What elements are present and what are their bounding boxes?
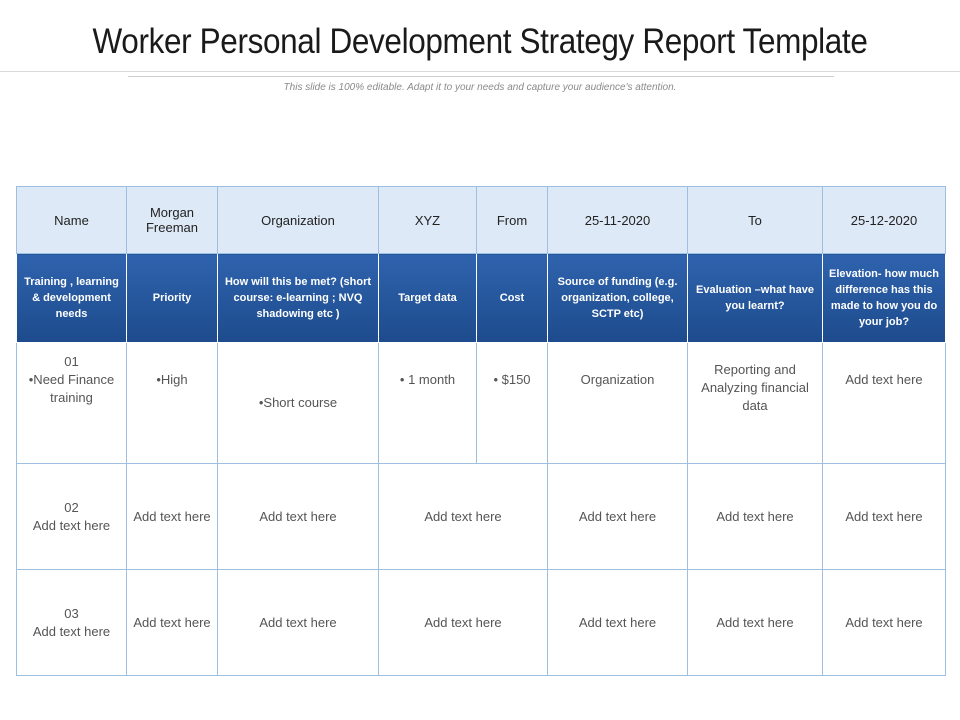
method-cell[interactable]: Add text here <box>217 463 379 570</box>
organization-label: Organization <box>217 186 379 254</box>
organization-value[interactable]: XYZ <box>378 186 477 254</box>
need-text: •Need Finance training <box>28 372 115 405</box>
name-value[interactable]: Morgan Freeman <box>126 186 218 254</box>
development-plan-table: Name Morgan Freeman Organization XYZ Fro… <box>16 186 946 676</box>
table-row: 01 •Need Finance training •High •Short c… <box>16 342 946 464</box>
table-row: 02 Add text here Add text here Add text … <box>16 463 946 570</box>
from-date-value[interactable]: 25-11-2020 <box>547 186 688 254</box>
column-header-cost: Cost <box>476 253 548 343</box>
row-number: 02 <box>64 499 79 515</box>
need-text: Add text here <box>32 623 111 639</box>
column-header-evaluation: Evaluation –what have you learnt? <box>687 253 823 343</box>
priority-cell[interactable]: Add text here <box>126 463 218 570</box>
name-label: Name <box>16 186 127 254</box>
info-row: Name Morgan Freeman Organization XYZ Fro… <box>16 186 946 254</box>
column-header-target: Target data <box>378 253 477 343</box>
column-header-method: How will this be met? (short course: e-l… <box>217 253 379 343</box>
elevation-cell[interactable]: Add text here <box>822 569 946 676</box>
from-label: From <box>476 186 548 254</box>
column-header-row: Training , learning & development needs … <box>16 253 946 343</box>
need-text: Add text here <box>32 517 111 533</box>
cost-cell[interactable]: • $150 <box>476 342 548 464</box>
funding-cell[interactable]: Organization <box>547 342 688 464</box>
table-row: 03 Add text here Add text here Add text … <box>16 569 946 676</box>
funding-cell[interactable]: Add text here <box>547 463 688 570</box>
elevation-cell[interactable]: Add text here <box>822 342 946 464</box>
target-cost-cell[interactable]: Add text here <box>378 463 548 570</box>
elevation-cell[interactable]: Add text here <box>822 463 946 570</box>
funding-cell[interactable]: Add text here <box>547 569 688 676</box>
need-cell[interactable]: 01 •Need Finance training <box>16 342 127 464</box>
priority-cell[interactable]: Add text here <box>126 569 218 676</box>
to-label: To <box>687 186 823 254</box>
page-subtitle: This slide is 100% editable. Adapt it to… <box>283 82 677 93</box>
column-header-needs: Training , learning & development needs <box>16 253 127 343</box>
row-number: 01 <box>64 354 79 369</box>
evaluation-cell[interactable]: Add text here <box>687 569 823 676</box>
subtitle-divider <box>128 76 834 77</box>
target-cost-cell[interactable]: Add text here <box>378 569 548 676</box>
need-cell[interactable]: 03 Add text here <box>16 569 127 676</box>
evaluation-cell[interactable]: Reporting and Analyzing financial data <box>687 342 823 464</box>
to-date-value[interactable]: 25-12-2020 <box>822 186 946 254</box>
title-divider <box>0 71 960 72</box>
page-title: Worker Personal Development Strategy Rep… <box>92 22 868 61</box>
need-cell[interactable]: 02 Add text here <box>16 463 127 570</box>
evaluation-cell[interactable]: Add text here <box>687 463 823 570</box>
row-number: 03 <box>64 605 79 621</box>
column-header-elevation: Elevation- how much difference has this … <box>822 253 946 343</box>
target-cell[interactable]: • 1 month <box>378 342 477 464</box>
column-header-funding: Source of funding (e.g. organization, co… <box>547 253 688 343</box>
column-header-priority: Priority <box>126 253 218 343</box>
method-cell[interactable]: •Short course <box>217 342 379 464</box>
method-cell[interactable]: Add text here <box>217 569 379 676</box>
priority-cell[interactable]: •High <box>126 342 218 464</box>
